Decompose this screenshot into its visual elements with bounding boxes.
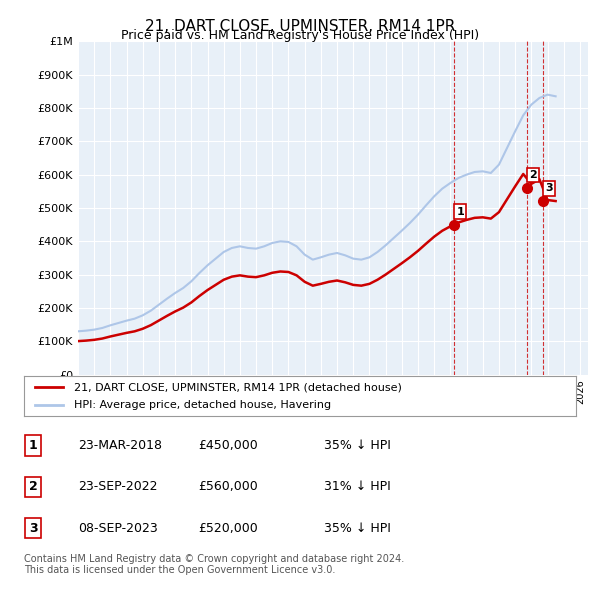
Text: £450,000: £450,000 xyxy=(198,439,258,452)
Text: Contains HM Land Registry data © Crown copyright and database right 2024.
This d: Contains HM Land Registry data © Crown c… xyxy=(24,553,404,575)
Text: 23-SEP-2022: 23-SEP-2022 xyxy=(78,480,157,493)
Text: 08-SEP-2023: 08-SEP-2023 xyxy=(78,522,158,535)
Text: 3: 3 xyxy=(545,183,553,194)
Text: 21, DART CLOSE, UPMINSTER, RM14 1PR: 21, DART CLOSE, UPMINSTER, RM14 1PR xyxy=(145,19,455,34)
Text: 3: 3 xyxy=(29,522,37,535)
Text: £560,000: £560,000 xyxy=(198,480,258,493)
Text: 1: 1 xyxy=(29,439,37,452)
Text: 35% ↓ HPI: 35% ↓ HPI xyxy=(324,439,391,452)
Text: Price paid vs. HM Land Registry's House Price Index (HPI): Price paid vs. HM Land Registry's House … xyxy=(121,30,479,42)
Text: 21, DART CLOSE, UPMINSTER, RM14 1PR (detached house): 21, DART CLOSE, UPMINSTER, RM14 1PR (det… xyxy=(74,382,401,392)
Text: £520,000: £520,000 xyxy=(198,522,258,535)
Text: 1: 1 xyxy=(457,206,464,217)
Text: 35% ↓ HPI: 35% ↓ HPI xyxy=(324,522,391,535)
Text: 23-MAR-2018: 23-MAR-2018 xyxy=(78,439,162,452)
Text: HPI: Average price, detached house, Havering: HPI: Average price, detached house, Have… xyxy=(74,399,331,409)
Text: 31% ↓ HPI: 31% ↓ HPI xyxy=(324,480,391,493)
Text: 2: 2 xyxy=(29,480,37,493)
Text: 2: 2 xyxy=(529,170,537,180)
